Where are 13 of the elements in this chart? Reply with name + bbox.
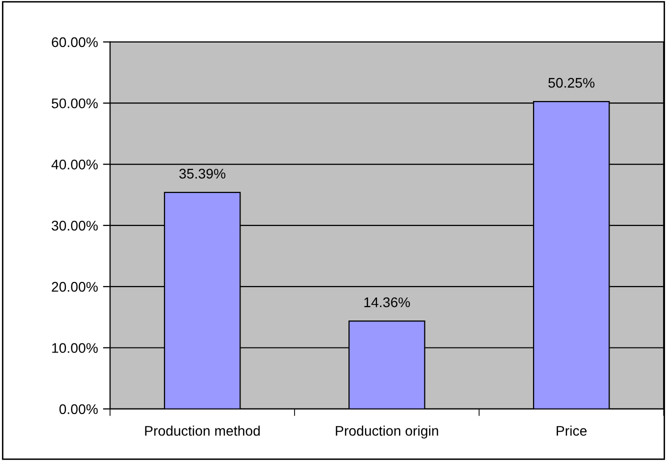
y-tick-label: 0.00% bbox=[59, 404, 98, 414]
y-tick-label: 40.00% bbox=[51, 160, 98, 170]
y-tick-label: 30.00% bbox=[52, 220, 98, 231]
data-label: 35.39% bbox=[179, 168, 226, 179]
data-label: 50.25% bbox=[548, 78, 594, 88]
y-tick-label: 20.00% bbox=[52, 282, 98, 292]
y-tick-label: 50.00% bbox=[52, 98, 98, 108]
x-tick-label: Production method bbox=[145, 426, 260, 436]
y-tick-label: 60.00% bbox=[52, 37, 98, 48]
x-tick-label: Price bbox=[556, 426, 587, 436]
data-label: 14.36% bbox=[364, 297, 410, 308]
x-tick-label: Production origin bbox=[336, 426, 438, 439]
y-tick-label: 10.00% bbox=[52, 343, 98, 353]
